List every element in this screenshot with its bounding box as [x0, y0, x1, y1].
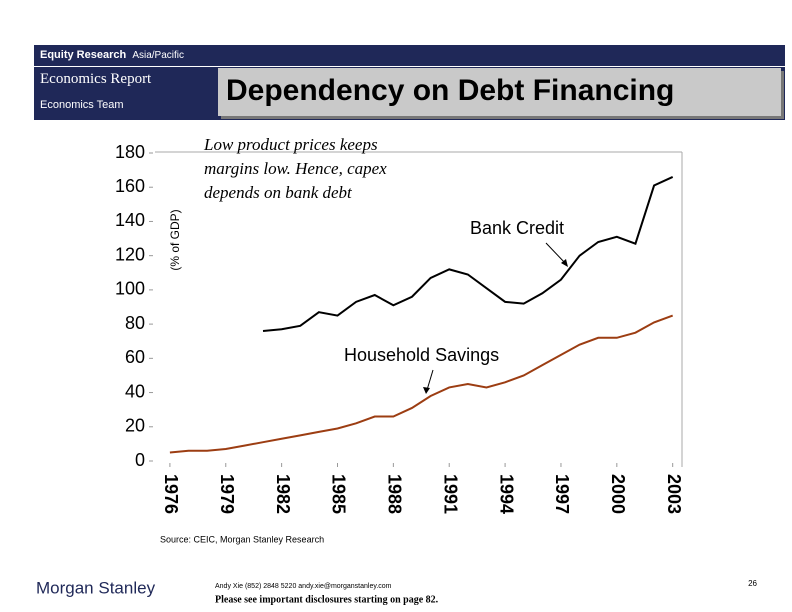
- top-bar: [34, 45, 785, 66]
- y-tick-label: 180: [115, 142, 145, 162]
- annotation-arrow: [426, 369, 434, 391]
- x-tick-label: 2003: [664, 474, 684, 514]
- logo: Morgan Stanley: [36, 578, 156, 597]
- contact: Andy Xie (852) 2848 5220 andy.xie@morgan…: [215, 583, 392, 590]
- y-tick-label: 140: [115, 210, 145, 230]
- y-tick-label: 40: [125, 381, 145, 401]
- y-tick-label: 60: [125, 347, 145, 367]
- title-box: [218, 68, 781, 116]
- y-tick-label: 160: [115, 176, 145, 196]
- series-annotation: Household Savings: [344, 345, 499, 365]
- y-tick-label: 20: [125, 416, 145, 436]
- y-axis-title: (% of GDP): [168, 209, 182, 270]
- region: Asia/Pacific: [132, 50, 185, 61]
- brand-line: Equity Research Asia/Pacific: [40, 49, 184, 61]
- y-tick-label: 80: [125, 313, 145, 333]
- note: Low product prices keeps margins low. He…: [204, 135, 387, 202]
- report: Economics Report: [40, 71, 152, 87]
- y-tick-label: 0: [135, 450, 145, 470]
- arrow-head: [561, 259, 568, 267]
- x-tick-label: 2000: [608, 474, 628, 514]
- x-tick-label: 1994: [496, 474, 516, 514]
- source: Source: CEIC, Morgan Stanley Research: [160, 534, 324, 544]
- y-tick-label: 120: [115, 244, 145, 264]
- disclaimer: Please see important disclosures startin…: [215, 594, 439, 605]
- page-number: 26: [748, 579, 757, 588]
- team: Economics Team: [40, 99, 124, 111]
- series-annotation: Bank Credit: [470, 218, 564, 238]
- x-tick-label: 1982: [273, 474, 293, 514]
- x-tick-label: 1988: [385, 474, 405, 514]
- x-tick-label: 1979: [217, 474, 237, 514]
- x-tick-label: 1985: [329, 474, 349, 514]
- series-line: [169, 314, 674, 454]
- series-line: [262, 176, 674, 332]
- x-tick-label: 1976: [161, 474, 181, 514]
- x-tick-label: 1991: [440, 474, 460, 514]
- brand: Equity Research: [40, 49, 127, 61]
- slide-title: Dependency on Debt Financing: [226, 74, 675, 107]
- annotation-arrow: [545, 242, 567, 265]
- y-tick-label: 100: [115, 279, 145, 299]
- x-tick-label: 1997: [552, 474, 572, 514]
- arrow-head: [423, 387, 430, 394]
